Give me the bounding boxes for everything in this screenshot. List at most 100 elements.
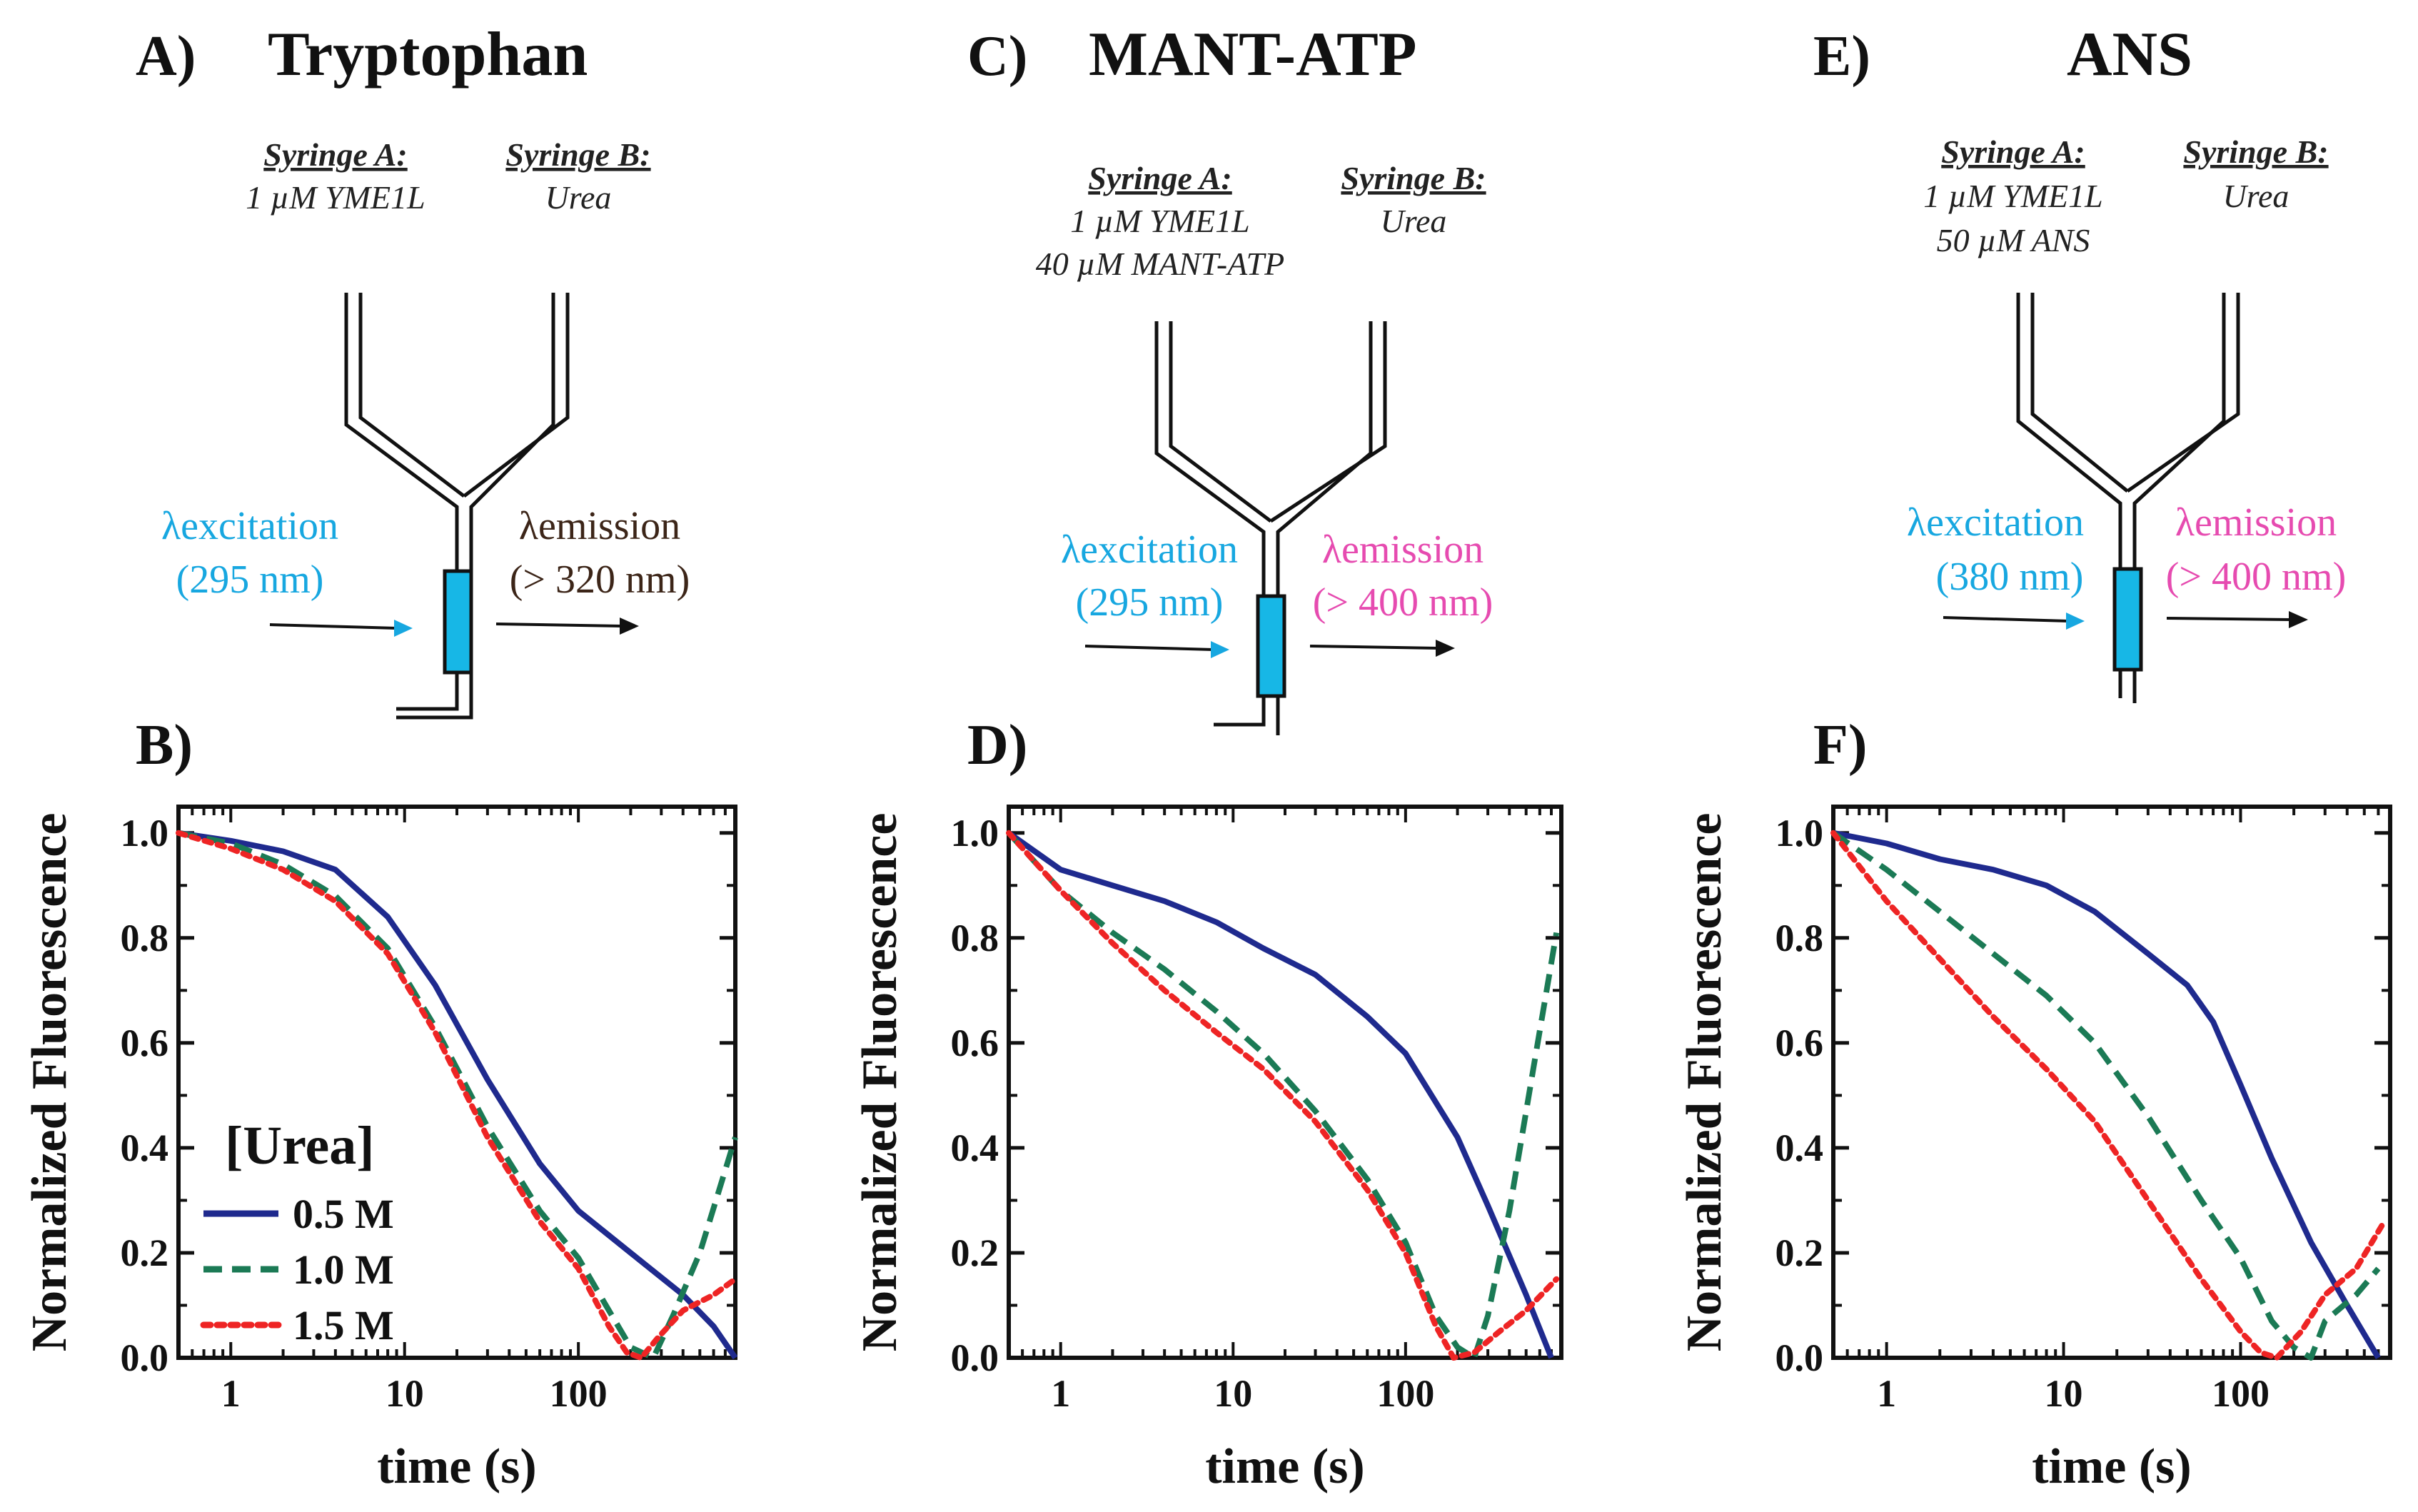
flow-cell-e xyxy=(2112,567,2143,672)
x-tick-label: 100 xyxy=(550,1372,608,1415)
syringe-b-line-e1: Urea xyxy=(2223,178,2289,214)
excitation-label-c: λexcitation xyxy=(1061,528,1238,572)
y-tick-label: 0.0 xyxy=(121,1336,169,1379)
syringe-b-head-e: Syringe B: xyxy=(2183,133,2328,170)
x-tick-label: 10 xyxy=(1214,1372,1252,1415)
emission-wavelength-a: (> 320 nm) xyxy=(510,558,690,602)
panel-title-e: ANS xyxy=(2067,20,2192,89)
excitation-label-a: λexcitation xyxy=(161,504,338,548)
series-line-1-5-M xyxy=(1006,830,1560,1361)
x-tick-label: 10 xyxy=(386,1372,424,1415)
panel-label-c: C) xyxy=(967,25,1027,88)
series-line-1-0-M xyxy=(178,830,738,1361)
y-tick-label: 0.8 xyxy=(121,917,169,959)
y-tick-label: 0.6 xyxy=(951,1022,999,1064)
x-axis-title: time (s) xyxy=(1205,1439,1365,1494)
y-tick-label: 0.8 xyxy=(1775,917,1824,959)
syringe-b-head-c: Syringe B: xyxy=(1341,160,1486,196)
syringe-a-line-a1: 1 µM YME1L xyxy=(246,179,425,216)
panel-label-a: A) xyxy=(136,25,196,88)
legend-entry: 1.0 M xyxy=(293,1246,394,1293)
emission-label-e: λemission xyxy=(2175,500,2337,545)
panel-title-c: MANT-ATP xyxy=(1089,20,1417,89)
syringe-a-head-c: Syringe A: xyxy=(1088,160,1231,196)
syringe-a-line-c2: 40 µM MANT-ATP xyxy=(1036,246,1284,282)
x-tick-label: 1 xyxy=(1051,1372,1070,1415)
y-tick-label: 0.4 xyxy=(121,1127,169,1169)
panel-title-a: Tryptophan xyxy=(268,20,588,89)
y-tick-label: 0.6 xyxy=(1775,1022,1824,1064)
excitation-wavelength-c: (295 nm) xyxy=(1076,580,1224,625)
panel-label-e: E) xyxy=(1813,25,1870,88)
chart-panel-label: B) xyxy=(136,714,193,777)
excitation-arrow-a xyxy=(269,620,413,637)
chart-b: B) 0.0 0.2 0.4 0.6 0.8 1.0 1 10 100 time (s) Normal… xyxy=(22,714,738,1494)
y-tick-label: 0.4 xyxy=(951,1127,999,1169)
diagram-a: A) Tryptophan Syringe A: 1 µM YME1L Syri… xyxy=(136,20,690,720)
y-tick-label: 0.2 xyxy=(1775,1231,1824,1274)
excitation-wavelength-e: (380 nm) xyxy=(1936,555,2084,599)
y-tick-label: 0.4 xyxy=(1775,1127,1824,1169)
x-tick-label: 100 xyxy=(1376,1372,1434,1415)
plot-frame xyxy=(1007,805,1563,1360)
mixer-tubing-c xyxy=(1154,321,1387,735)
y-tick-label: 1.0 xyxy=(1775,812,1824,855)
chart-panel-label: D) xyxy=(967,714,1027,777)
syringe-b-line-c1: Urea xyxy=(1381,203,1447,239)
x-tick-label: 10 xyxy=(2045,1372,2083,1415)
series-line-1-5-M xyxy=(1830,830,2387,1361)
emission-wavelength-e: (> 400 nm) xyxy=(2166,555,2346,599)
excitation-label-e: λexcitation xyxy=(1907,500,2084,545)
emission-label-a: λemission xyxy=(519,504,680,548)
x-axis-title: time (s) xyxy=(2032,1439,2192,1494)
diagram-c: C) MANT-ATP Syringe A: 1 µM YME1L 40 µM … xyxy=(967,20,1493,735)
x-axis-title: time (s) xyxy=(377,1439,537,1494)
series-line-1-5-M xyxy=(176,830,738,1361)
x-tick-label: 1 xyxy=(1877,1372,1896,1415)
y-tick-label: 0.0 xyxy=(951,1336,999,1379)
emission-arrow-a xyxy=(495,618,639,635)
plot-frame xyxy=(1831,805,2392,1360)
plot-frame xyxy=(176,805,737,1360)
x-tick-label: 1 xyxy=(221,1372,241,1415)
series-line-1-0-M xyxy=(1831,830,2381,1361)
emission-label-c: λemission xyxy=(1322,528,1483,572)
chart-d: D) 0.0 0.2 0.4 0.6 0.8 1.0 1 10 100 time (s) Normal… xyxy=(852,714,1563,1494)
series-line-1-0-M xyxy=(1007,831,1560,1361)
diagram-e: E) ANS Syringe A: 1 µM YME1L 50 µM ANS S… xyxy=(1813,20,2346,703)
legend-entry: 0.5 M xyxy=(293,1191,394,1237)
series-line-0-5-M xyxy=(1007,830,1554,1359)
emission-arrow-c xyxy=(1309,640,1455,657)
y-axis-title: Normalized Fluorescence xyxy=(852,813,907,1352)
syringe-a-line-c1: 1 µM YME1L xyxy=(1070,203,1249,239)
syringe-b-head-a: Syringe B: xyxy=(505,136,650,173)
syringe-a-line-e1: 1 µM YME1L xyxy=(1923,178,2102,214)
y-tick-label: 0.6 xyxy=(121,1022,169,1064)
y-axis-title: Normalized Fluorescence xyxy=(1677,813,1732,1352)
syringe-a-head-a: Syringe A: xyxy=(263,136,407,173)
flow-cell-a xyxy=(443,569,473,675)
legend: [Urea] 0.5 M 1.0 M 1.5 M xyxy=(200,1116,394,1349)
series-line-0-5-M xyxy=(178,830,738,1360)
syringe-a-head-e: Syringe A: xyxy=(1941,133,2085,170)
syringe-b-line-a1: Urea xyxy=(545,179,612,216)
excitation-wavelength-a: (295 nm) xyxy=(176,558,324,602)
y-tick-label: 0.2 xyxy=(951,1231,999,1274)
legend-title: [Urea] xyxy=(225,1116,375,1176)
emission-arrow-e xyxy=(2166,611,2308,628)
mixer-tubing-a xyxy=(344,293,570,720)
emission-wavelength-c: (> 400 nm) xyxy=(1313,580,1493,625)
y-tick-label: 1.0 xyxy=(951,812,999,855)
flow-cell-c xyxy=(1256,594,1286,698)
series-line-0-5-M xyxy=(1833,830,2381,1360)
y-tick-label: 0.2 xyxy=(121,1231,169,1274)
mixer-tubing-e xyxy=(2016,293,2240,703)
legend-entry: 1.5 M xyxy=(293,1302,394,1349)
chart-panel-label: F) xyxy=(1813,714,1868,777)
y-tick-label: 0.8 xyxy=(951,917,999,959)
chart-f: F) 0.0 0.2 0.4 0.6 0.8 1.0 1 10 100 time (s) Normal… xyxy=(1677,714,2392,1494)
excitation-arrow-c xyxy=(1084,641,1229,658)
y-tick-label: 1.0 xyxy=(121,812,169,855)
x-tick-label: 100 xyxy=(2212,1372,2270,1415)
